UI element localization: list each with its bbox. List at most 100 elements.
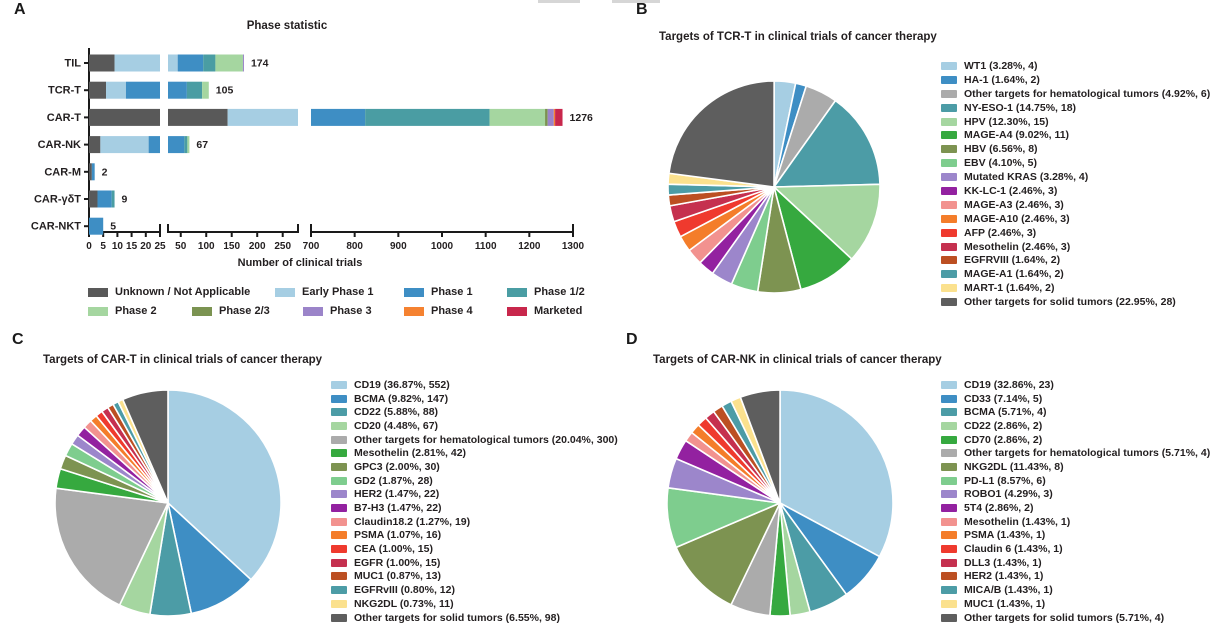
legend-swatch xyxy=(941,256,957,265)
legend-item: MAGE-A1 (1.64%, 2) xyxy=(941,267,1210,281)
legend-label: MAGE-A4 (9.02%, 11) xyxy=(964,129,1070,142)
bar-legend-item: Phase 3 xyxy=(303,305,372,317)
bar-legend-item: Phase 4 xyxy=(404,305,473,317)
legend-swatch xyxy=(941,61,957,70)
bar-legend-item: Phase 1 xyxy=(404,286,473,298)
legend-swatch xyxy=(331,586,347,595)
legend-label: MICA/B (1.43%, 1) xyxy=(964,584,1053,597)
legend-swatch xyxy=(192,306,212,316)
legend-item: CD19 (36.87%, 552) xyxy=(331,378,618,392)
svg-text:150: 150 xyxy=(223,241,240,252)
bar-legend-item: Phase 1/2 xyxy=(507,286,585,298)
top-edge-artifact xyxy=(538,0,580,3)
svg-text:200: 200 xyxy=(249,241,266,252)
legend-item: CD19 (32.86%, 23) xyxy=(941,378,1210,392)
legend-item: BCMA (9.82%, 147) xyxy=(331,392,618,406)
legend-item: MAGE-A4 (9.02%, 11) xyxy=(941,128,1210,142)
svg-text:1100: 1100 xyxy=(475,241,497,252)
svg-text:9: 9 xyxy=(122,194,128,206)
legend-item: EGFRvIII (0.80%, 12) xyxy=(331,583,618,597)
legend-label: Mesothelin (1.43%, 1) xyxy=(964,515,1071,528)
legend-swatch xyxy=(507,306,527,316)
legend-label: Mesothelin (2.46%, 3) xyxy=(964,240,1071,253)
legend-swatch xyxy=(331,408,347,417)
legend-swatch xyxy=(331,517,347,526)
svg-text:105: 105 xyxy=(216,85,234,97)
bar-legend-item: Marketed xyxy=(507,305,582,317)
svg-text:TCR-T: TCR-T xyxy=(48,85,81,97)
legend-label: PD-L1 (8.57%, 6) xyxy=(964,474,1046,487)
legend-item: PSMA (1.43%, 1) xyxy=(941,529,1210,543)
cart-pie xyxy=(54,389,282,617)
legend-swatch xyxy=(331,449,347,458)
svg-text:1300: 1300 xyxy=(562,241,585,252)
legend-label: Phase 2/3 xyxy=(219,305,270,317)
legend-label: CD19 (36.87%, 552) xyxy=(354,378,450,391)
svg-text:1200: 1200 xyxy=(518,241,541,252)
legend-item: Mesothelin (2.81%, 42) xyxy=(331,446,618,460)
legend-swatch xyxy=(331,599,347,608)
svg-text:CAR-γδT: CAR-γδT xyxy=(34,194,81,206)
cart-pie-title: Targets of CAR-T in clinical trials of c… xyxy=(43,354,323,366)
legend-label: GPC3 (2.00%, 30) xyxy=(354,460,440,473)
legend-label: CD22 (2.86%, 2) xyxy=(964,419,1043,432)
legend-label: Phase 1 xyxy=(431,286,473,298)
legend-swatch xyxy=(941,490,957,499)
bar-chart-x-axis-label: Number of clinical trials xyxy=(237,257,363,269)
legend-label: EGFR (1.00%, 15) xyxy=(354,556,441,569)
legend-label: EGFRvIII (0.80%, 12) xyxy=(354,584,455,597)
legend-swatch xyxy=(331,504,347,513)
bar-legend-item: Early Phase 1 xyxy=(275,286,374,298)
panel-b-letter: B xyxy=(636,1,648,18)
legend-label: CD19 (32.86%, 23) xyxy=(964,378,1054,391)
legend-swatch xyxy=(404,287,424,297)
legend-label: WT1 (3.28%, 4) xyxy=(964,59,1038,72)
legend-swatch xyxy=(331,476,347,485)
panel-c-letter: C xyxy=(12,331,24,348)
legend-swatch xyxy=(941,449,957,458)
legend-label: Phase 1/2 xyxy=(534,286,585,298)
svg-text:10: 10 xyxy=(112,241,124,252)
legend-label: CD33 (7.14%, 5) xyxy=(964,392,1043,405)
svg-text:800: 800 xyxy=(346,241,363,252)
bar-legend-item: Phase 2 xyxy=(88,305,157,317)
svg-text:15: 15 xyxy=(126,241,138,252)
svg-text:100: 100 xyxy=(198,241,215,252)
legend-swatch xyxy=(941,186,957,195)
legend-item: GPC3 (2.00%, 30) xyxy=(331,460,618,474)
legend-label: MUC1 (1.43%, 1) xyxy=(964,597,1046,610)
legend-swatch xyxy=(941,131,957,140)
legend-item: Claudin18.2 (1.27%, 19) xyxy=(331,515,618,529)
legend-label: HBV (6.56%, 8) xyxy=(964,143,1038,156)
legend-swatch xyxy=(941,228,957,237)
tcrt-pie xyxy=(667,80,881,294)
legend-label: Mesothelin (2.81%, 42) xyxy=(354,447,467,460)
legend-swatch xyxy=(331,572,347,581)
legend-swatch xyxy=(303,306,323,316)
legend-swatch xyxy=(941,200,957,209)
legend-item: MUC1 (1.43%, 1) xyxy=(941,597,1210,611)
legend-label: CEA (1.00%, 15) xyxy=(354,543,433,556)
svg-text:700: 700 xyxy=(303,241,320,252)
legend-swatch xyxy=(941,531,957,540)
legend-item: NKG2DL (11.43%, 8) xyxy=(941,460,1210,474)
cart-pie-legend: CD19 (36.87%, 552) BCMA (9.82%, 147) CD22 … xyxy=(331,378,618,624)
legend-label: BCMA (5.71%, 4) xyxy=(964,406,1047,419)
legend-label: NY-ESO-1 (14.75%, 18) xyxy=(964,101,1077,114)
tcrt-pie-title: Targets of TCR-T in clinical trials of c… xyxy=(659,31,937,43)
legend-item: MUC1 (0.87%, 13) xyxy=(331,570,618,584)
legend-item: DLL3 (1.43%, 1) xyxy=(941,556,1210,570)
legend-label: CD22 (5.88%, 88) xyxy=(354,406,439,419)
legend-swatch xyxy=(507,287,527,297)
bar-chart-plot: 0 5 10 15 20 25 50 100 150 200 250 700 800 900 1000 110… xyxy=(31,48,593,252)
legend-swatch xyxy=(941,517,957,526)
carnk-pie-legend: CD19 (32.86%, 23) CD33 (7.14%, 5) BCMA (5.… xyxy=(941,378,1210,624)
legend-label: BCMA (9.82%, 147) xyxy=(354,392,449,405)
svg-text:250: 250 xyxy=(274,241,291,252)
legend-swatch xyxy=(941,394,957,403)
legend-item: CD70 (2.86%, 2) xyxy=(941,433,1210,447)
legend-swatch xyxy=(331,613,347,622)
legend-swatch xyxy=(941,159,957,168)
legend-swatch xyxy=(941,504,957,513)
